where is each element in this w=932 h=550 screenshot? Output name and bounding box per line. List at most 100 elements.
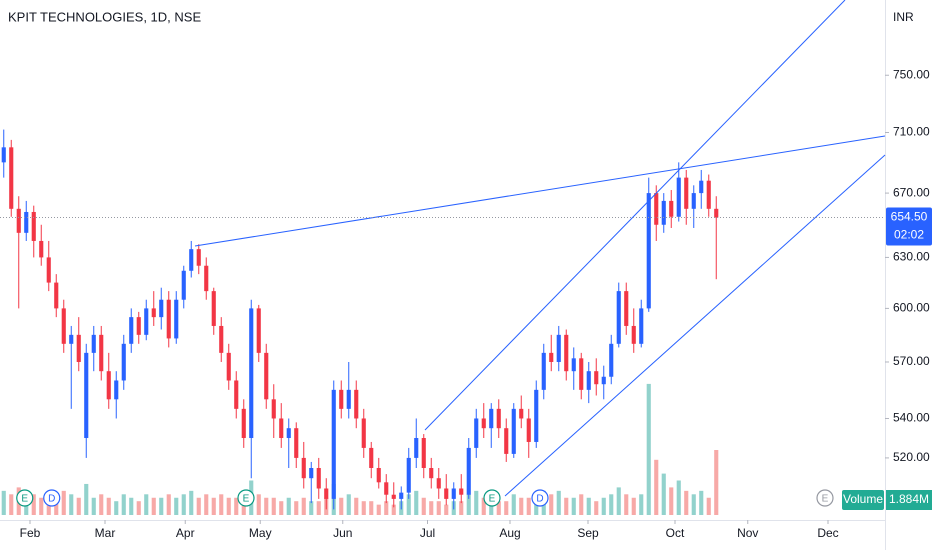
volume-bar (519, 497, 524, 515)
volume-bar (496, 501, 501, 515)
x-tick-label: Jul (420, 526, 435, 540)
candle-body (339, 389, 344, 409)
volume-bar (144, 494, 149, 515)
volume-bar (459, 501, 464, 515)
candle-body (309, 468, 314, 479)
candle-body (369, 447, 374, 469)
volume-bar (391, 504, 396, 515)
volume-bar (301, 497, 306, 515)
volume-bar (39, 497, 44, 515)
candle-body (654, 193, 659, 225)
y-tick-label: 600.00 (893, 301, 930, 315)
volume-value-box (886, 490, 932, 510)
candle-body (129, 317, 134, 344)
candle-body (234, 380, 239, 409)
volume-bar (609, 494, 614, 515)
event-icon (16, 489, 34, 507)
volume-bar (684, 490, 689, 515)
candle-body (159, 299, 164, 318)
y-tick-label: 670.00 (893, 185, 930, 199)
volume-bar (114, 501, 119, 515)
candle-body (69, 334, 74, 344)
y-tick-label: 520.00 (893, 450, 930, 464)
candle-body (511, 408, 516, 454)
volume-bar (361, 501, 366, 515)
channel-upper[interactable] (424, 0, 846, 431)
x-tick-label: Jun (333, 526, 352, 540)
candle-body (489, 408, 494, 429)
event-label: E (21, 494, 28, 505)
candle-body (226, 352, 231, 381)
candle-body (406, 457, 411, 493)
candle-body (106, 371, 111, 400)
candle-body (691, 193, 696, 209)
candle-body (399, 492, 404, 499)
volume-bar (504, 501, 509, 515)
volume-bar (339, 497, 344, 515)
candle-body (1, 147, 6, 163)
candle-body (361, 418, 366, 448)
volume-bar (571, 497, 576, 515)
plot-area (1, 129, 719, 515)
volume-bar (354, 497, 359, 515)
event-icon (483, 489, 501, 507)
volume-bar (631, 497, 636, 515)
candle-body (564, 334, 569, 372)
volume-bar (226, 497, 231, 515)
candle-body (586, 371, 591, 390)
candle-body (631, 325, 636, 344)
volume-bar (61, 490, 66, 515)
candle-body (519, 408, 524, 419)
candle-body (354, 389, 359, 419)
volume-bar (466, 494, 471, 515)
candle-body (601, 376, 606, 385)
candle-body (256, 308, 261, 353)
candle-body (91, 334, 96, 353)
volume-bar (444, 504, 449, 515)
candle-body (121, 343, 126, 381)
x-tick-label: Apr (176, 526, 195, 540)
volume-bar (346, 494, 351, 515)
candle-body (571, 358, 576, 372)
candle-body (534, 389, 539, 442)
candle-body (219, 325, 224, 353)
candle-body (204, 265, 209, 292)
volume-bar (714, 450, 719, 515)
candle-body (661, 200, 666, 225)
volume-bar (556, 490, 561, 515)
trend-line[interactable] (194, 135, 886, 247)
candle-body (294, 428, 299, 458)
candle-body (706, 180, 711, 209)
y-tick-label: 540.00 (893, 411, 930, 425)
volume-bar (174, 497, 179, 515)
volume-bar (54, 497, 59, 515)
channel-lower[interactable] (504, 154, 886, 497)
candle-body (84, 352, 89, 439)
candle-body (496, 408, 501, 429)
volume-bar (309, 501, 314, 515)
event-label: E (243, 494, 250, 505)
candle-body (594, 371, 599, 385)
candle-body (31, 211, 36, 241)
candle-body (279, 418, 284, 439)
candle-body (181, 270, 186, 300)
event-label: E (822, 494, 829, 505)
volume-bar (219, 494, 224, 515)
volume-bar (669, 487, 674, 515)
volume-bar (196, 497, 201, 515)
volume-bar (616, 487, 621, 515)
candle-body (481, 418, 486, 429)
candle-body (466, 447, 471, 495)
volume-bar (646, 383, 651, 515)
candle-body (609, 343, 614, 377)
chart-title: KPIT TECHNOLOGIES, 1D, NSE (8, 9, 201, 24)
candle-body (46, 257, 51, 283)
candle-body (549, 352, 554, 362)
volume-bar (699, 490, 704, 515)
candle-body (136, 317, 141, 335)
candle-body (9, 147, 14, 209)
volume-bar (414, 490, 419, 515)
volume-bar (579, 494, 584, 515)
last-price-label: 654.50 (891, 210, 928, 224)
